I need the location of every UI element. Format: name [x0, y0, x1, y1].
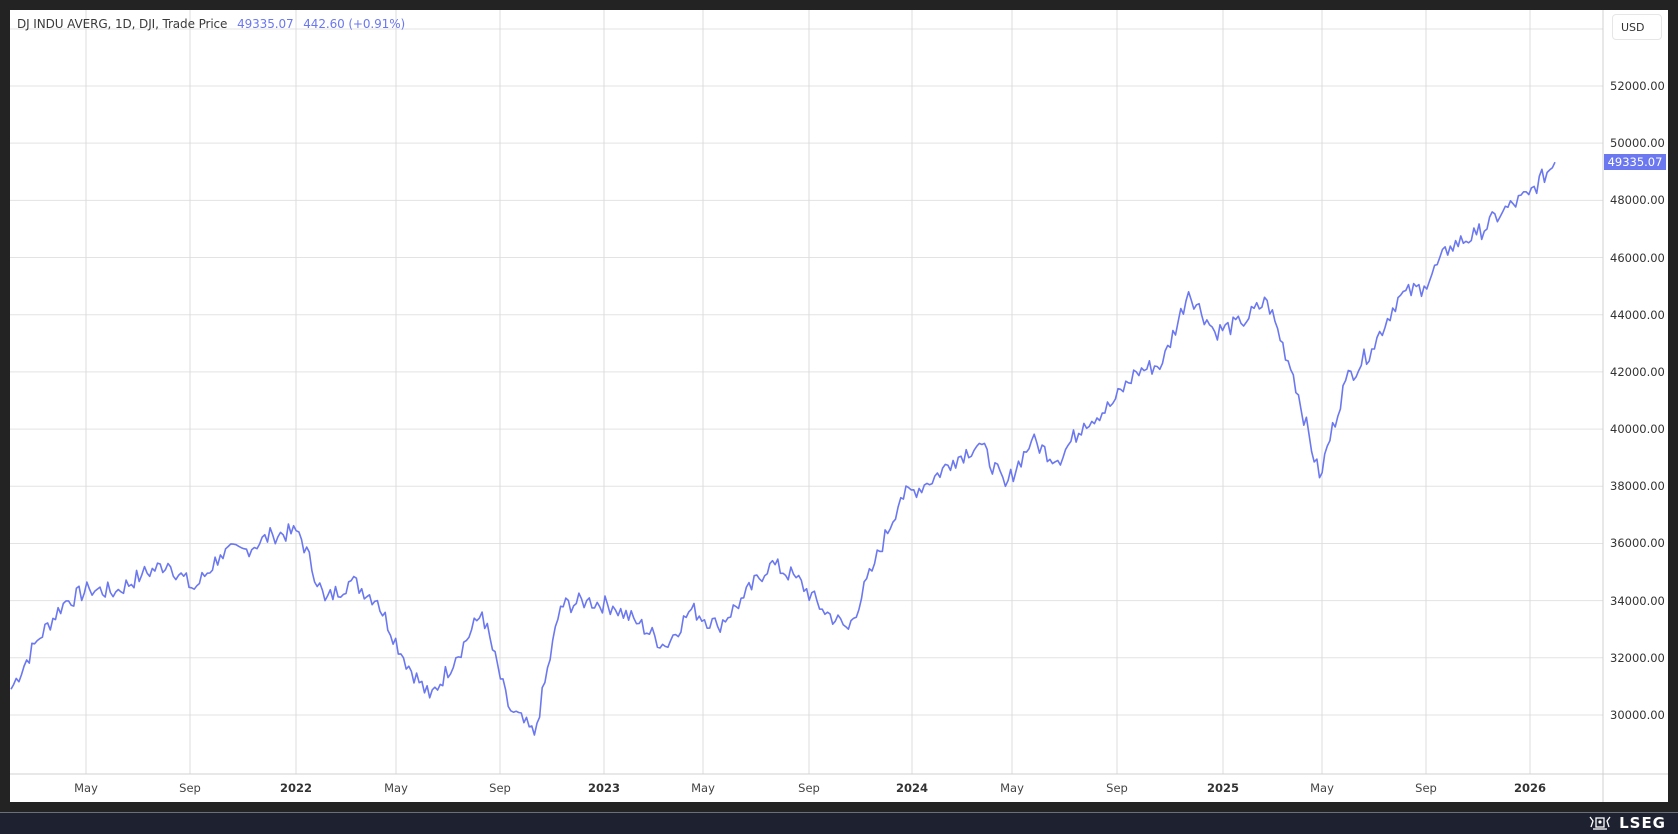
price-line — [10, 161, 1556, 736]
x-tick-label: May — [691, 781, 715, 795]
y-tick-label: 30000.00 — [1610, 707, 1665, 722]
y-tick-label: 34000.00 — [1610, 593, 1665, 608]
last-price-tag: 49335.07 — [1604, 154, 1666, 170]
x-tick-label: 2026 — [1513, 781, 1547, 795]
y-tick-label: 32000.00 — [1610, 650, 1665, 665]
lseg-crest-icon — [1589, 816, 1611, 830]
chart-legend: DJ INDU AVERG, 1D, DJI, Trade Price 4933… — [17, 17, 405, 31]
symbol-label: DJ INDU AVERG, 1D, DJI, Trade Price — [17, 17, 228, 31]
last-price-value: 49335.07 — [237, 17, 294, 31]
price-change-value: 442.60 (+0.91%) — [303, 17, 406, 31]
x-tick-label: May — [384, 781, 408, 795]
lseg-logo: LSEG — [1587, 812, 1666, 833]
y-tick-label: 38000.00 — [1610, 479, 1665, 494]
y-tick-label: 52000.00 — [1610, 79, 1665, 93]
y-tick-label: 40000.00 — [1610, 422, 1665, 437]
x-tick-label: Sep — [1415, 781, 1437, 795]
y-tick-label: 44000.00 — [1610, 307, 1665, 322]
y-tick-label: 50000.00 — [1610, 136, 1665, 151]
y-tick-label: 48000.00 — [1610, 193, 1665, 208]
x-tick-label: 2025 — [1206, 781, 1240, 795]
footer-bar — [0, 812, 1678, 834]
x-tick-label: 2022 — [279, 781, 313, 795]
x-tick-label: Sep — [489, 781, 511, 795]
x-tick-label: Sep — [798, 781, 820, 795]
x-tick-label: 2023 — [587, 781, 621, 795]
x-tick-label: Sep — [1106, 781, 1128, 795]
vertical-gridlines — [85, 10, 1531, 774]
y-tick-label: 46000.00 — [1610, 250, 1665, 265]
x-tick-label: May — [1000, 781, 1024, 795]
horizontal-gridlines — [10, 28, 1603, 716]
y-tick-label: 36000.00 — [1610, 536, 1665, 551]
chart-frame — [10, 10, 1668, 802]
x-tick-label: May — [1310, 781, 1334, 795]
brand-text: LSEG — [1619, 813, 1666, 832]
currency-selector[interactable]: USD — [1612, 14, 1662, 40]
x-tick-label: May — [74, 781, 98, 795]
x-tick-label: Sep — [179, 781, 201, 795]
y-tick-label: 42000.00 — [1610, 364, 1665, 379]
x-tick-label: 2024 — [895, 781, 929, 795]
